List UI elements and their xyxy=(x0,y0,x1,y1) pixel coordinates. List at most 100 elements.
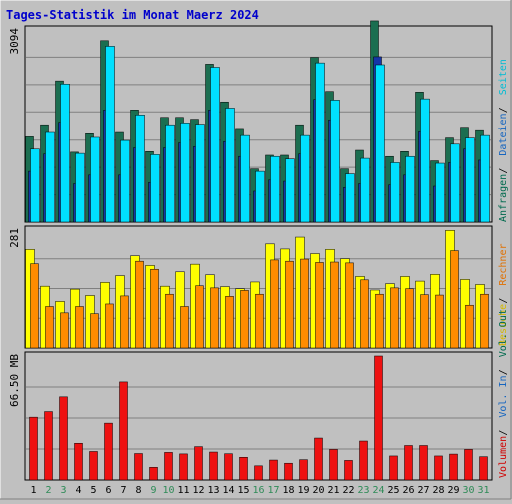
bar-volumen xyxy=(179,453,188,481)
x-tick-label: 17 xyxy=(267,485,279,496)
bar-rechner xyxy=(420,294,429,349)
bar-rechner xyxy=(165,293,174,349)
legend-label: Dateien xyxy=(498,113,509,155)
bar-seiten xyxy=(315,62,325,223)
legend-label: Besuche xyxy=(498,304,509,346)
bar-volumen xyxy=(314,437,323,481)
bar-rechner xyxy=(225,296,234,349)
bar-rechner xyxy=(300,258,309,349)
x-tick-label: 5 xyxy=(90,485,96,496)
bar-seiten xyxy=(210,67,220,223)
bar-seiten xyxy=(390,162,400,223)
bar-seiten xyxy=(90,136,100,223)
legend-separator: / xyxy=(498,369,509,375)
x-tick-label: 21 xyxy=(327,485,339,496)
bar-rechner xyxy=(330,261,339,349)
x-tick-label: 1 xyxy=(30,485,36,496)
bar-volumen xyxy=(44,411,53,481)
legend-separator: / xyxy=(498,430,509,436)
bar-rechner xyxy=(405,288,414,349)
x-tick-label: 4 xyxy=(75,485,81,496)
bar-seiten xyxy=(150,154,160,223)
legend-label: Rechner xyxy=(498,243,509,285)
x-tick-label: 10 xyxy=(162,485,174,496)
bar-seiten xyxy=(75,152,85,223)
legend-separator: / xyxy=(498,298,509,304)
bar-rechner xyxy=(465,304,474,349)
bar-seiten xyxy=(345,173,355,223)
bar-seiten xyxy=(420,98,430,223)
x-tick-label: 2 xyxy=(45,485,51,496)
bar-rechner xyxy=(285,260,294,349)
y-axis-max-label: 3094 xyxy=(8,28,21,55)
bar-volumen xyxy=(344,460,353,481)
bar-seiten xyxy=(165,124,175,223)
chart-title: Tages-Statistik im Monat Maerz 2024 xyxy=(6,8,259,22)
bar-volumen xyxy=(239,457,248,481)
legend-label: Vol. Out xyxy=(498,309,509,357)
bar-rechner xyxy=(270,259,279,349)
bar-rechner xyxy=(195,285,204,349)
bar-rechner xyxy=(480,293,489,349)
bar-volumen xyxy=(419,445,428,481)
bar-volumen xyxy=(59,396,68,481)
bar-seiten xyxy=(30,148,40,223)
bar-rechner xyxy=(360,279,369,349)
x-tick-label: 24 xyxy=(372,485,384,496)
bar-volumen xyxy=(299,459,308,481)
x-tick-label: 13 xyxy=(207,485,219,496)
bar-volumen xyxy=(224,453,233,481)
bar-seiten xyxy=(180,123,190,223)
x-tick-label: 3 xyxy=(60,485,66,496)
bar-seiten xyxy=(240,134,250,223)
bar-volumen xyxy=(374,355,383,481)
x-tick-label: 16 xyxy=(252,485,264,496)
bar-rechner xyxy=(30,263,39,349)
bar-volumen xyxy=(329,449,338,481)
bar-volumen xyxy=(254,465,263,481)
bar-rechner xyxy=(150,268,159,349)
bar-seiten xyxy=(405,155,415,223)
bar-volumen xyxy=(149,467,158,481)
legend-label: Seiten xyxy=(498,59,509,95)
bar-volumen xyxy=(134,453,143,481)
legend-label: Anfragen xyxy=(498,174,509,222)
legend-label: Vol. In xyxy=(498,375,509,417)
bar-volumen xyxy=(464,449,473,481)
bar-rechner xyxy=(75,306,84,349)
bar-volumen xyxy=(164,452,173,481)
legend-separator: / xyxy=(498,107,509,113)
bar-volumen xyxy=(119,381,128,481)
x-tick-label: 9 xyxy=(150,485,156,496)
bar-seiten xyxy=(285,158,295,223)
bar-volumen xyxy=(284,462,293,481)
bar-seiten xyxy=(45,131,55,223)
bar-seiten xyxy=(480,134,490,223)
x-tick-label: 6 xyxy=(105,485,111,496)
bar-volumen xyxy=(104,422,113,481)
legend-label: Volumen xyxy=(498,436,509,478)
bar-volumen xyxy=(404,445,413,481)
bar-seiten xyxy=(225,108,235,223)
x-tick-label: 29 xyxy=(447,485,459,496)
bar-volumen xyxy=(449,453,458,481)
x-tick-label: 11 xyxy=(177,485,189,496)
x-tick-label: 30 xyxy=(462,485,474,496)
bar-rechner xyxy=(180,306,189,349)
bar-rechner xyxy=(105,303,114,349)
bar-rechner xyxy=(240,290,249,349)
bar-seiten xyxy=(135,115,145,223)
bar-seiten xyxy=(300,134,310,223)
x-tick-label: 28 xyxy=(432,485,444,496)
y-axis-max-label: 66.50 MB xyxy=(8,354,21,407)
legend-separator: / xyxy=(498,168,509,174)
bar-volumen xyxy=(434,455,443,481)
bar-volumen xyxy=(269,459,278,481)
x-tick-label: 8 xyxy=(135,485,141,496)
bar-rechner xyxy=(255,293,264,349)
x-tick-label: 12 xyxy=(192,485,204,496)
bar-volumen xyxy=(194,446,203,481)
bar-rechner xyxy=(120,295,129,349)
bar-rechner xyxy=(390,287,399,349)
